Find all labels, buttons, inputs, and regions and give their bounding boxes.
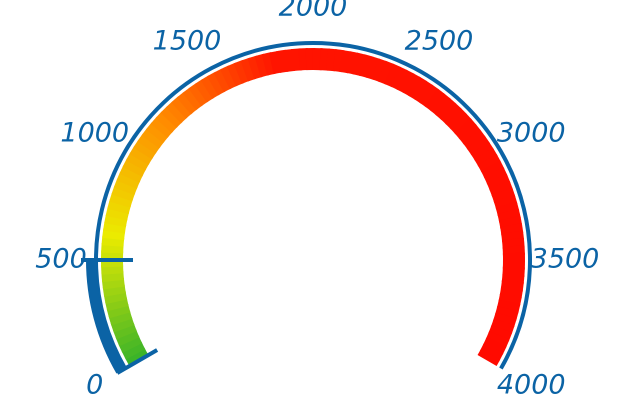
tick-label: 4000 xyxy=(497,370,566,401)
tick-label: 1000 xyxy=(60,118,129,149)
tick-label: 3000 xyxy=(497,118,566,149)
color-band xyxy=(101,48,525,366)
band-segment xyxy=(477,349,501,366)
start-marker xyxy=(116,348,159,375)
tick-label: 2000 xyxy=(279,0,348,23)
tick-label: 500 xyxy=(35,244,87,275)
tick-label: 2500 xyxy=(405,25,474,56)
tick-label: 3500 xyxy=(531,244,600,275)
rim xyxy=(94,41,532,370)
tick-label: 0 xyxy=(86,370,103,401)
tick-label: 1500 xyxy=(153,25,222,56)
value-bar xyxy=(86,259,126,374)
